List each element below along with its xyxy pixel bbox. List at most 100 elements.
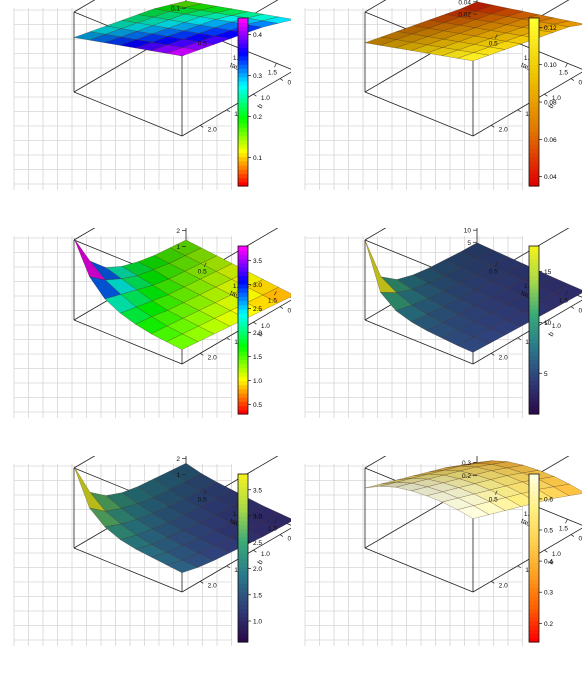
colorbar-segment [529, 503, 539, 509]
colorbar-segment [529, 388, 539, 394]
colorbar-tick-label: 0.2 [544, 621, 553, 628]
colorbar-segment [529, 562, 539, 567]
colorbar-segment [238, 267, 248, 272]
colorbar-segment [529, 629, 539, 635]
z-tick-label: 1 [176, 472, 180, 479]
colorbar-segment [529, 81, 539, 86]
colorbar-segment [529, 495, 539, 500]
surface-cell-6-6 [553, 20, 582, 28]
colorbar-segment [529, 144, 539, 149]
colorbar-segment [238, 380, 248, 386]
colorbar-segment [238, 583, 248, 588]
z-axis: 12345skewness [176, 228, 186, 251]
colorbar-segment [238, 51, 248, 57]
colorbar-tick-label: 1.5 [253, 354, 262, 361]
colorbar-segment [238, 118, 248, 124]
colorbar-segment [238, 334, 248, 339]
colorbar-segment [529, 511, 539, 517]
colorbar-segment [529, 68, 539, 74]
colorbar-segment [529, 553, 539, 559]
colorbar-segment [238, 262, 248, 268]
colorbar-segment [238, 68, 248, 74]
colorbar-segment [238, 545, 248, 551]
colorbar-segment [238, 625, 248, 630]
colorbar-segment [238, 503, 248, 509]
x-axis-label: tau [229, 62, 241, 72]
surface-cell-0-6 [456, 505, 490, 519]
x-tick-label: 0.5 [489, 269, 498, 276]
colorbar-segment [238, 372, 248, 377]
colorbar-segment [529, 258, 539, 264]
x-tick-label: 1.5 [559, 297, 568, 304]
colorbar-segment [529, 89, 539, 95]
colorbar-segment [529, 139, 539, 145]
chart-axes: 0.020.040.060.080.100.12variance0.51.01.… [304, 0, 582, 190]
colorbar-segment [529, 26, 539, 32]
colorbar: 0.2 0.3 0.4 0.5 0.6 [528, 473, 553, 643]
colorbar-segment [238, 338, 248, 344]
colorbar-segment [238, 313, 248, 318]
colorbar-tick-label: 0.6 [544, 496, 553, 503]
colorbar-segment [238, 351, 248, 356]
colorbar-segment [529, 338, 539, 344]
colorbar-segment [529, 574, 539, 580]
z-tick-label: 2 [176, 456, 180, 463]
colorbar-segment [529, 384, 539, 390]
colorbar-segment [529, 271, 539, 276]
colorbar-segment [238, 355, 248, 360]
colorbar-segment [238, 144, 248, 149]
colorbar-segment [529, 591, 539, 597]
colorbar-segment [238, 388, 248, 394]
colorbar-segment [529, 177, 539, 183]
colorbar-segment [529, 376, 539, 381]
colorbar-segment [529, 60, 539, 65]
colorbar: 5 10 15 [528, 245, 552, 415]
colorbar-frame [528, 473, 540, 643]
colorbar-segment [529, 367, 539, 373]
y-tick-label: 0.5 [287, 536, 291, 543]
colorbar-segment [529, 254, 539, 260]
y-tick-label: 2.0 [208, 582, 217, 589]
colorbar-segment [529, 363, 539, 369]
colorbar-segment [529, 351, 539, 356]
colorbar-tick-label: 0.5 [253, 402, 262, 409]
colorbar-segment [238, 85, 248, 90]
colorbar-segment [529, 102, 539, 107]
colorbar-segment [238, 629, 248, 635]
colorbar-segment [238, 148, 248, 153]
colorbar-segment [529, 380, 539, 386]
colorbar-tick-label: 0.4 [253, 32, 262, 39]
surface [73, 238, 291, 350]
colorbar-segment [529, 300, 539, 306]
z-tick-label: 0.04 [458, 0, 471, 6]
chart-panel-variance: 0.020.040.060.080.100.12variance0.51.01.… [291, 0, 582, 228]
colorbar-tick-label: 2.5 [253, 540, 262, 547]
colorbar-segment [529, 545, 539, 551]
y-axis-label: b [548, 559, 556, 566]
surface-cell-0-6 [457, 336, 490, 353]
z-tick-label: 0.2 [462, 473, 471, 480]
colorbar-segment [529, 482, 539, 488]
colorbar-segment [529, 474, 539, 479]
chart-axes: 51015202530kurtosis0.51.01.5tau0.51.01.5… [304, 228, 582, 418]
colorbar: 0.1 0.2 0.3 0.4 [237, 17, 262, 187]
colorbar-tick-label: 2.0 [253, 566, 262, 573]
colorbar-tick-label: 0.4 [544, 559, 553, 566]
z-tick-label: 0.02 [458, 12, 471, 19]
colorbar-segment [529, 292, 539, 297]
chart-panel-skewness: 12345skewness0.51.01.5tau0.51.01.52.0b0.… [0, 228, 291, 456]
z-tick-label: 1 [176, 244, 180, 251]
surface-cell-5-6 [536, 486, 570, 499]
colorbar-segment [238, 72, 248, 78]
colorbar-segment [238, 76, 248, 82]
colorbar-segment [529, 55, 539, 61]
colorbar-segment [529, 18, 539, 23]
colorbar-segment [529, 549, 539, 555]
colorbar-segment [238, 165, 248, 170]
colorbar-segment [238, 528, 248, 534]
colorbar: 0.5 1.0 1.5 2.0 2.5 3.0 3.5 [237, 245, 262, 415]
colorbar-segment [238, 507, 248, 513]
y-tick-label: 2.0 [208, 354, 217, 361]
colorbar-segment [529, 528, 539, 534]
